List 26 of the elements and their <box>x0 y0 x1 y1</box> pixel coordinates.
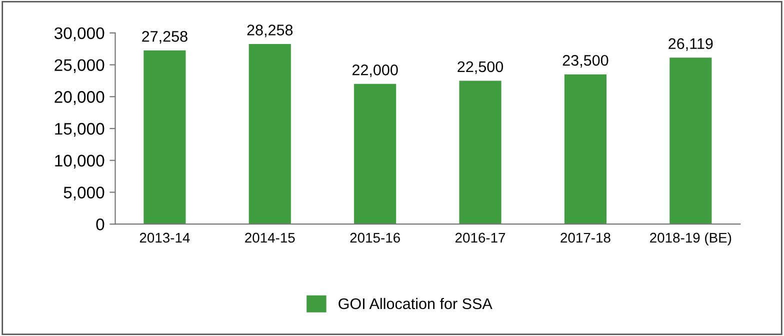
bar <box>459 80 502 224</box>
data-label: 27,258 <box>142 31 188 44</box>
legend-label: GOI Allocation for SSA <box>338 298 492 310</box>
y-tick-label: 15,000 <box>55 122 104 137</box>
x-tick-label: 2017-18 <box>560 232 610 243</box>
x-tick-label: 2013-14 <box>140 232 190 243</box>
data-label: 22,000 <box>352 64 398 78</box>
y-tick-label: 0 <box>96 218 104 230</box>
x-tick-label: 2018-19 (BE) <box>650 232 732 246</box>
x-tick-label: 2014-15 <box>245 232 295 243</box>
data-label: 23,500 <box>562 54 608 68</box>
y-tick-label: 10,000 <box>55 154 104 169</box>
y-tick-label: 30,000 <box>54 27 104 42</box>
data-label: 22,500 <box>458 61 504 74</box>
y-tick-label: 20,000 <box>54 91 104 105</box>
bar <box>354 84 396 224</box>
data-label: 26,119 <box>668 38 713 51</box>
bar <box>248 44 291 224</box>
bar <box>670 58 712 224</box>
bar <box>564 74 606 224</box>
y-tick-label: 25,000 <box>54 59 104 73</box>
bar <box>144 50 186 224</box>
x-tick-label: 2015-16 <box>350 232 400 243</box>
y-tick-label: 5,000 <box>64 186 104 200</box>
data-label: 28,258 <box>247 24 293 38</box>
x-tick-label: 2016-17 <box>455 232 506 243</box>
